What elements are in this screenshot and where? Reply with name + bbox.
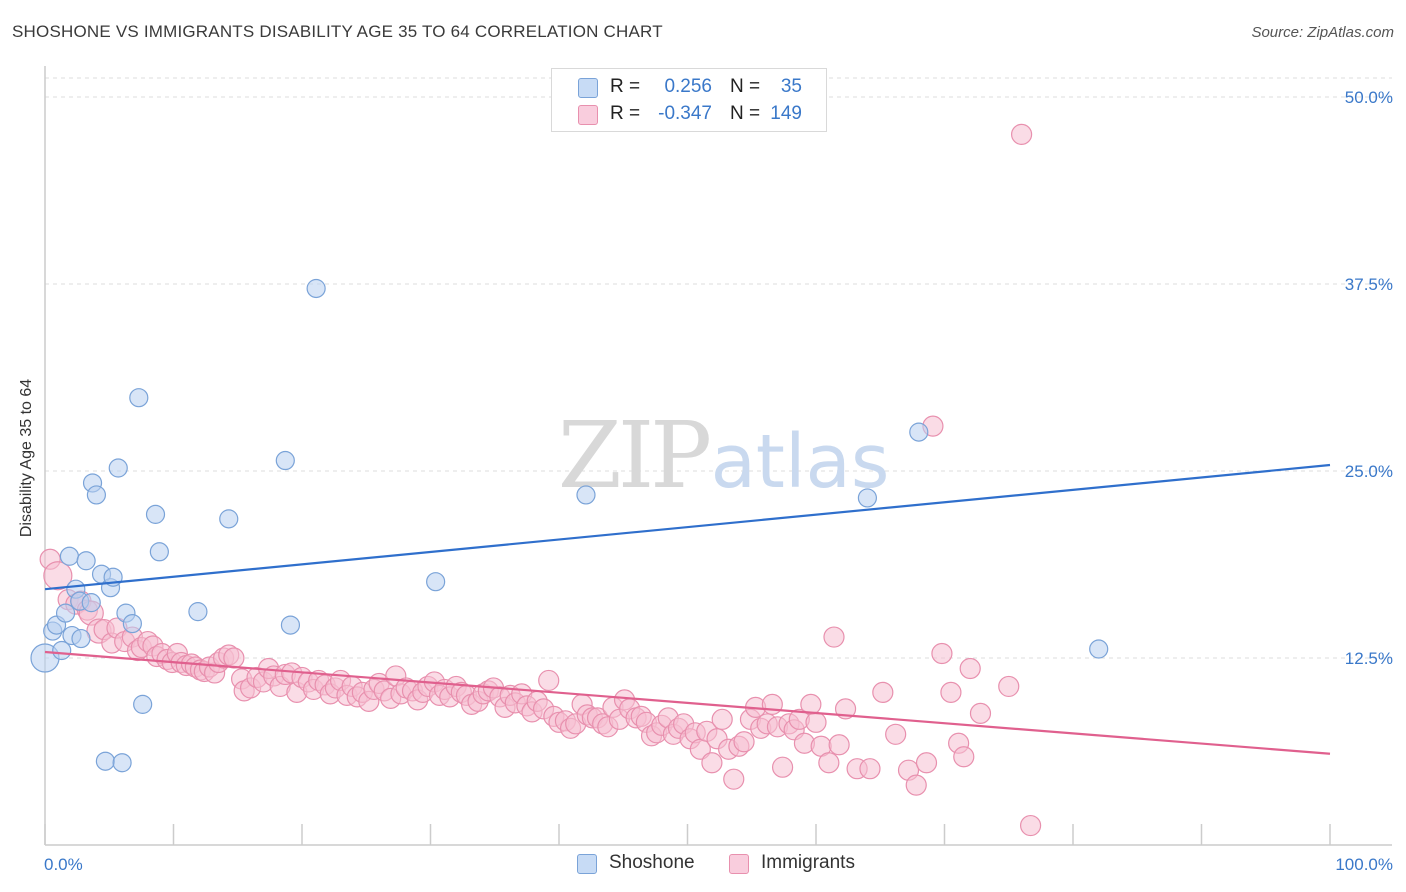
legend-r-label: R =	[610, 76, 641, 97]
shoshone-point	[71, 628, 91, 649]
shoshone-point	[306, 278, 326, 299]
immigrant-point	[998, 675, 1020, 698]
shoshone-point	[576, 485, 596, 505]
immigrant-point	[969, 702, 992, 724]
immigrants-trend-line	[44, 650, 1331, 755]
y-tick-label: 25.0%	[1345, 462, 1393, 481]
immigrant-point	[538, 669, 560, 692]
shoshone-point	[108, 458, 128, 478]
immigrant-point	[805, 711, 827, 733]
shoshone-point	[112, 753, 132, 773]
shoshone-point	[1089, 639, 1109, 659]
immigrant-point	[959, 657, 981, 680]
bottom-legend-label-shoshone: Shoshone	[609, 852, 695, 873]
chart-title: SHOSHONE VS IMMIGRANTS DISABILITY AGE 35…	[12, 22, 663, 41]
shoshone-point	[145, 504, 166, 524]
immigrant-point	[953, 746, 975, 768]
immigrant-point	[761, 693, 783, 715]
immigrants-points	[39, 123, 1042, 837]
shoshone-point	[149, 542, 169, 562]
bottom-legend-swatch-shoshone	[577, 854, 597, 874]
legend-n-label: N =	[730, 76, 761, 97]
shoshone-point	[133, 694, 153, 714]
immigrant-point	[818, 752, 840, 774]
immigrant-point	[223, 647, 245, 669]
x-tick-label: 100.0%	[1335, 855, 1393, 874]
shoshone-point	[219, 509, 239, 529]
immigrant-point	[823, 626, 845, 648]
y-tick-label: 12.5%	[1345, 649, 1393, 668]
source-label: Source: ZipAtlas.com	[1251, 24, 1394, 41]
gridlines	[45, 77, 1392, 659]
correlation-legend: R = 0.256 N = 35 R = -0.347 N = 149	[551, 68, 827, 132]
immigrant-point	[859, 758, 881, 780]
shoshone-trend-line	[44, 463, 1331, 591]
immigrant-point	[828, 734, 850, 756]
immigrant-point	[701, 752, 723, 774]
y-tick-label: 50.0%	[1345, 88, 1393, 107]
immigrant-point	[1010, 123, 1033, 145]
shoshone-point	[188, 602, 208, 622]
shoshone-point	[280, 615, 301, 635]
shoshone-point	[275, 450, 295, 471]
immigrant-point	[723, 768, 745, 790]
immigrant-point	[43, 561, 73, 591]
tick-labels: 12.5% 25.0% 37.5% 50.0% 0.0% 100.0%	[44, 88, 1393, 874]
immigrant-point	[771, 756, 794, 778]
shoshone-point	[95, 751, 115, 771]
legend-n-value: 149	[770, 103, 802, 124]
shoshone-point	[81, 593, 101, 613]
shoshone-point	[426, 572, 446, 592]
immigrant-point	[711, 708, 733, 730]
immigrant-point	[872, 681, 894, 704]
bottom-legend-swatch-immigrants	[729, 854, 749, 874]
immigrant-point	[915, 752, 938, 774]
immigrant-point	[940, 681, 962, 704]
legend-r-value: 0.256	[664, 76, 712, 97]
immigrant-point	[733, 731, 755, 753]
shoshone-point	[52, 640, 72, 661]
immigrant-point	[885, 723, 907, 745]
watermark-atlas: atlas	[711, 419, 890, 505]
immigrant-point	[905, 774, 927, 796]
legend-row-immigrants: R = -0.347 N = 149	[552, 101, 826, 127]
legend-r-label: R =	[610, 103, 641, 124]
legend-swatch-immigrants	[578, 105, 598, 125]
legend-r-value: -0.347	[658, 103, 712, 124]
shoshone-point	[122, 613, 142, 634]
legend-n-label: N =	[730, 103, 761, 124]
shoshone-point	[86, 485, 107, 505]
shoshone-points	[30, 278, 1109, 773]
x-tick-label: 0.0%	[44, 855, 83, 874]
shoshone-point	[55, 603, 76, 623]
trend-lines	[44, 463, 1331, 755]
immigrant-point	[931, 642, 953, 665]
bottom-legend-label-immigrants: Immigrants	[761, 852, 855, 873]
immigrant-point	[1019, 814, 1042, 837]
axes	[44, 66, 1392, 846]
immigrant-point	[834, 698, 857, 720]
shoshone-point	[857, 488, 878, 508]
shoshone-point	[76, 551, 96, 571]
legend-swatch-shoshone	[578, 78, 598, 98]
shoshone-point	[59, 546, 80, 566]
legend-n-value: 35	[780, 76, 802, 97]
shoshone-point	[909, 422, 929, 442]
watermark: ZIP atlas	[558, 402, 890, 509]
legend-row-shoshone: R = 0.256 N = 35	[552, 74, 826, 100]
shoshone-point	[129, 388, 149, 408]
y-tick-label: 37.5%	[1345, 275, 1393, 294]
